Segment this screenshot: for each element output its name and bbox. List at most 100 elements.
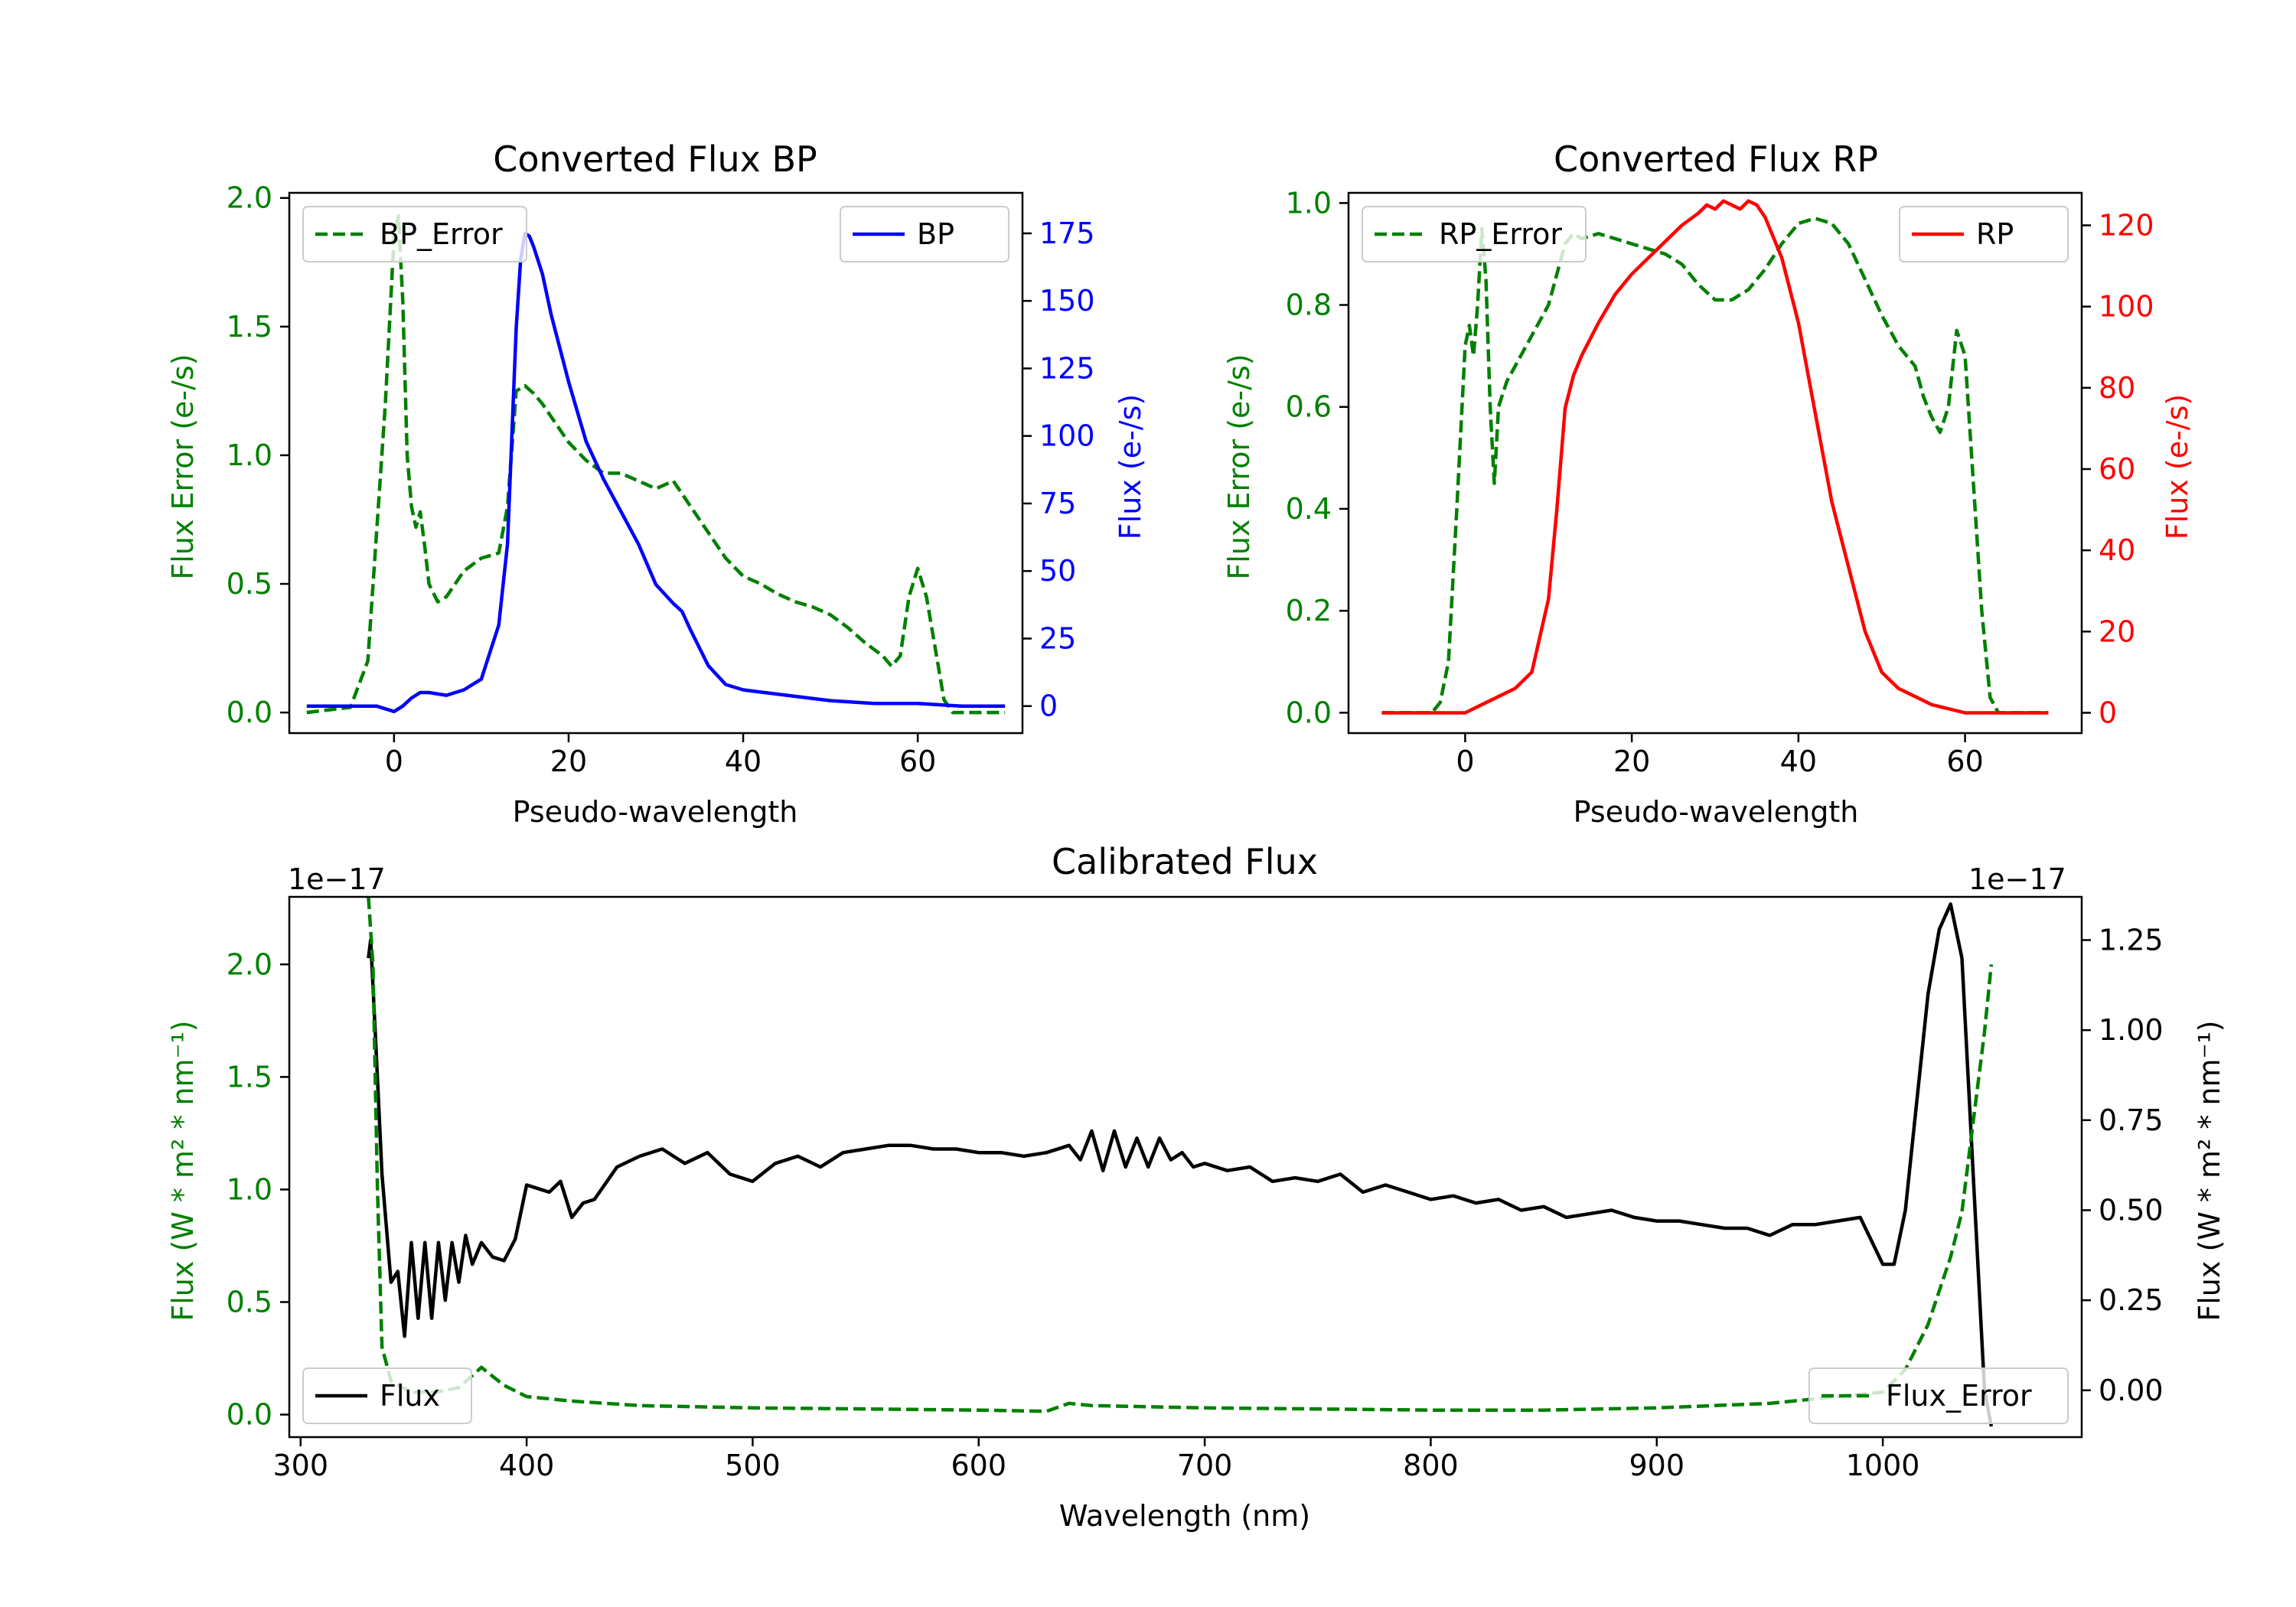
bp-legend-box bbox=[302, 206, 527, 262]
rp-ytick-right-label: 60 bbox=[2099, 452, 2135, 486]
rp-ytick-right-label: 20 bbox=[2099, 614, 2135, 648]
cal-axes-frame bbox=[288, 895, 2083, 1439]
bp-plot: 0 20 40 60 0.0 0.5 1.0 1.5 2.0 0 25 50 75 100 125 150 17… bbox=[227, 181, 1095, 778]
bp-legend-label: BP_Error bbox=[380, 217, 503, 251]
rp-ytick-right-label: 0 bbox=[2099, 696, 2117, 729]
rp-xlabel: Pseudo-wavelength bbox=[1574, 795, 1859, 829]
cal-ytick-right-label: 0.50 bbox=[2099, 1193, 2164, 1227]
rp-legend-label: RP_Error bbox=[1439, 217, 1562, 251]
bp-legend-bp: BP bbox=[840, 206, 1009, 262]
series-flux-error bbox=[367, 897, 1994, 1413]
cal-ytick-left-label: 2.0 bbox=[227, 947, 272, 981]
bp-title: Converted Flux BP bbox=[493, 139, 817, 180]
subplot-calibrated: Calibrated Flux Wavelength (nm) Flux (W … bbox=[166, 841, 2226, 1533]
bp-xtick-label: 40 bbox=[725, 745, 762, 778]
cal-ylabel-right: Flux (W * m² * nm⁻¹) bbox=[2193, 1020, 2226, 1321]
cal-xtick-label: 700 bbox=[1177, 1449, 1233, 1482]
cal-xtick-label: 300 bbox=[273, 1449, 329, 1482]
rp-ytick-right-label: 100 bbox=[2099, 290, 2154, 324]
cal-ytick-right-label: 0.25 bbox=[2099, 1283, 2164, 1317]
rp-xtick-label: 20 bbox=[1613, 745, 1650, 778]
cal-ytick-left-label: 1.5 bbox=[227, 1060, 272, 1094]
bp-ytick-right-label: 0 bbox=[1039, 689, 1058, 723]
bp-xlabel: Pseudo-wavelength bbox=[513, 795, 798, 829]
series-rp bbox=[1381, 199, 2049, 715]
bp-ylabel-right: Flux (e-/s) bbox=[1114, 394, 1147, 539]
bp-series bbox=[306, 214, 1006, 715]
cal-title: Calibrated Flux bbox=[1052, 841, 1318, 882]
cal-xtick-label: 500 bbox=[725, 1449, 781, 1482]
cal-xtick-label: 600 bbox=[951, 1449, 1007, 1482]
rp-legend-label: RP bbox=[1976, 217, 2014, 251]
rp-ylabel-right: Flux (e-/s) bbox=[2161, 394, 2194, 539]
bp-legend-bp-error: BP_Error bbox=[302, 206, 527, 262]
cal-xtick-label: 1000 bbox=[1846, 1449, 1920, 1482]
rp-ytick-left-label: 0.6 bbox=[1286, 390, 1332, 424]
rp-legend-box bbox=[1899, 206, 2069, 262]
bp-ytick-left-label: 0.5 bbox=[227, 567, 272, 601]
subplot-rp: Converted Flux RP Pseudo-wavelength Flux… bbox=[1222, 139, 2194, 829]
cal-ylabel-left: Flux (W * m² * nm⁻¹) bbox=[166, 1020, 200, 1321]
rp-axes-frame bbox=[1347, 191, 2083, 735]
rp-ytick-right-label: 80 bbox=[2099, 371, 2135, 405]
cal-legend-box bbox=[302, 1367, 472, 1424]
cal-xlabel: Wavelength (nm) bbox=[1059, 1499, 1310, 1533]
rp-ytick-left-label: 1.0 bbox=[1286, 186, 1332, 220]
rp-xtick-label: 60 bbox=[1946, 745, 1983, 778]
rp-ytick-right-label: 40 bbox=[2099, 533, 2135, 567]
rp-legend-rp: RP bbox=[1899, 206, 2069, 262]
cal-ytick-right-label: 1.00 bbox=[2099, 1013, 2164, 1047]
series-bp bbox=[306, 231, 1006, 714]
cal-legend-flux: Flux bbox=[302, 1367, 472, 1424]
series-flux bbox=[367, 902, 1994, 1427]
subplot-bp: Converted Flux BP Pseudo-wavelength Flux… bbox=[166, 139, 1147, 829]
rp-series bbox=[1381, 199, 2049, 715]
bp-ytick-right-label: 50 bbox=[1039, 554, 1076, 588]
bp-ytick-left-label: 1.0 bbox=[227, 438, 272, 472]
cal-ytick-right-label: 0.00 bbox=[2099, 1374, 2164, 1407]
bp-ytick-right-label: 100 bbox=[1039, 419, 1095, 453]
bp-ytick-right-label: 75 bbox=[1039, 487, 1076, 520]
bp-ytick-right-label: 150 bbox=[1039, 284, 1095, 318]
rp-ytick-right-label: 120 bbox=[2099, 208, 2154, 242]
cal-xtick-label: 400 bbox=[499, 1449, 555, 1482]
bp-xtick-label: 20 bbox=[550, 745, 587, 778]
cal-ytick-left-label: 1.0 bbox=[227, 1172, 272, 1206]
cal-ytick-left-label: 0.0 bbox=[227, 1398, 272, 1432]
cal-ytick-right-label: 1.25 bbox=[2099, 923, 2164, 957]
rp-legend-box bbox=[1362, 206, 1587, 262]
rp-xtick-label: 40 bbox=[1780, 745, 1817, 778]
cal-legend-label: Flux_Error bbox=[1886, 1379, 2032, 1413]
cal-xtick-label: 800 bbox=[1403, 1449, 1459, 1482]
rp-legend-rp-error: RP_Error bbox=[1362, 206, 1587, 262]
rp-ytick-left-label: 0.8 bbox=[1286, 288, 1332, 322]
cal-offset-right: 1e−17 bbox=[1968, 862, 2066, 896]
bp-xtick-label: 60 bbox=[899, 745, 936, 778]
rp-ylabel-left: Flux Error (e-/s) bbox=[1222, 354, 1256, 579]
cal-plot: 300 400 500 600 700 800 900 1000 0.0 0.5 1.0 1.5 2.0… bbox=[227, 895, 2164, 1482]
bp-ylabel-left: Flux Error (e-/s) bbox=[166, 354, 200, 579]
bp-legend-label: BP bbox=[917, 217, 954, 251]
bp-ytick-left-label: 0.0 bbox=[227, 696, 272, 729]
cal-legend-flux-error: Flux_Error bbox=[1808, 1367, 2069, 1424]
rp-xtick-label: 0 bbox=[1456, 745, 1474, 778]
rp-ytick-left-label: 0.0 bbox=[1286, 696, 1332, 729]
bp-ytick-left-label: 2.0 bbox=[227, 181, 272, 215]
series-bp-error bbox=[306, 214, 1006, 715]
rp-ytick-left-label: 0.2 bbox=[1286, 594, 1332, 627]
cal-offset-left: 1e−17 bbox=[288, 862, 386, 896]
cal-series bbox=[367, 897, 1994, 1427]
bp-ytick-right-label: 175 bbox=[1039, 217, 1095, 250]
bp-ytick-left-label: 1.5 bbox=[227, 310, 272, 344]
cal-legend-box bbox=[1808, 1367, 2069, 1424]
bp-ytick-right-label: 125 bbox=[1039, 351, 1095, 385]
rp-ytick-left-label: 0.4 bbox=[1286, 492, 1332, 526]
cal-legend-label: Flux bbox=[380, 1379, 440, 1413]
cal-ytick-right-label: 0.75 bbox=[2099, 1103, 2164, 1137]
rp-title: Converted Flux RP bbox=[1554, 139, 1878, 180]
cal-xtick-label: 900 bbox=[1629, 1449, 1685, 1482]
cal-ytick-left-label: 0.5 bbox=[227, 1286, 272, 1319]
series-rp-error bbox=[1381, 217, 2049, 715]
bp-ytick-right-label: 25 bbox=[1039, 621, 1076, 655]
